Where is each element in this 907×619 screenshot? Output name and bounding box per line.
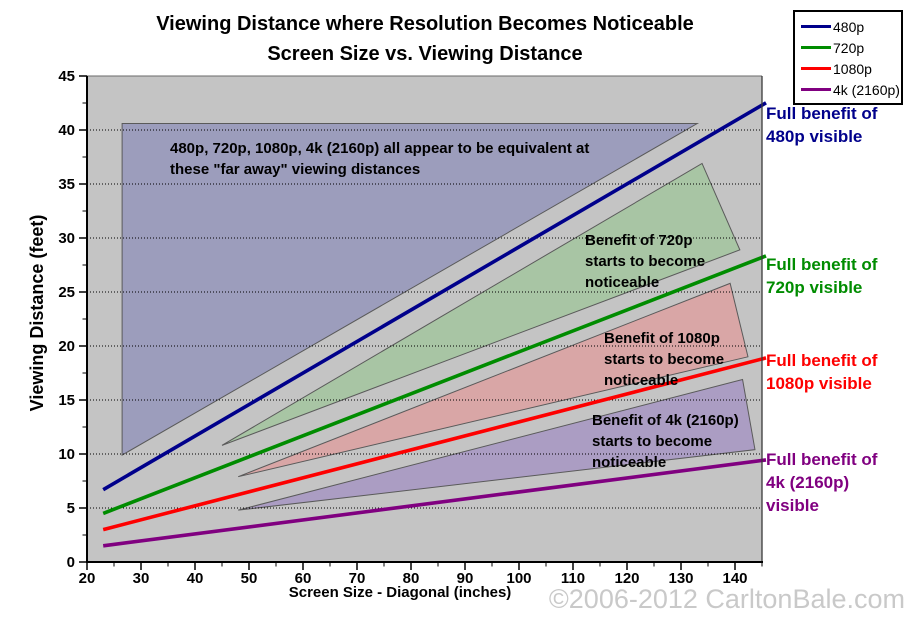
x-tick-label: 30 xyxy=(133,570,150,587)
benefit-4k-region xyxy=(238,378,756,511)
side-label-line: Full benefit of xyxy=(766,450,878,469)
legend-item-480p: 480p xyxy=(801,16,901,37)
y-tick-label: 40 xyxy=(58,122,75,139)
annotation-benefit-720p: Benefit of 720p starts to become noticea… xyxy=(585,230,755,293)
side-label-line: visible xyxy=(766,496,819,515)
legend-item-720p: 720p xyxy=(801,37,901,58)
series-line-480p xyxy=(102,101,767,492)
y-tick-label: 20 xyxy=(58,338,75,355)
side-label-line: 480p visible xyxy=(766,127,863,146)
annotation-line: Benefit of 4k (2160p) xyxy=(592,412,739,429)
y-tick-label: 5 xyxy=(67,500,75,517)
x-tick-label: 40 xyxy=(187,570,204,587)
x-axis-title: Screen Size - Diagonal (inches) xyxy=(288,584,512,601)
annotation-line: Benefit of 720p xyxy=(585,232,693,249)
x-tick-label: 90 xyxy=(457,570,474,587)
y-tick-label: 35 xyxy=(58,176,75,193)
series-line-1080p xyxy=(102,356,767,532)
legend-line-swatch xyxy=(801,25,831,28)
legend-line-swatch xyxy=(801,88,831,91)
annotation-line: Benefit of 1080p xyxy=(604,330,720,347)
x-tick-label: 130 xyxy=(668,570,693,587)
side-label-full-480p: Full benefit of 480p visible xyxy=(766,102,906,148)
side-label-full-4k: Full benefit of 4k (2160p) visible xyxy=(766,448,906,517)
annotation-line: starts to become xyxy=(592,433,713,450)
x-tick-label: 60 xyxy=(295,570,312,587)
y-tick-label: 25 xyxy=(58,284,75,301)
x-tick-label: 120 xyxy=(614,570,639,587)
x-tick-label: 20 xyxy=(79,570,96,587)
legend-label: 480p xyxy=(833,18,865,35)
y-tick-label: 30 xyxy=(58,230,75,247)
side-label-line: 720p visible xyxy=(766,278,863,297)
watermark: ©2006-2012 CarltonBale.com xyxy=(548,584,905,614)
annotation-benefit-1080p: Benefit of 1080p starts to become notice… xyxy=(604,328,774,391)
side-label-full-1080p: Full benefit of 1080p visible xyxy=(766,349,906,395)
side-label-line: 4k (2160p) xyxy=(766,473,850,492)
legend-label: 1080p xyxy=(833,60,872,77)
side-label-full-720p: Full benefit of 720p visible xyxy=(766,253,906,299)
chart-title-line-1: Viewing Distance where Resolution Become… xyxy=(156,13,694,35)
annotation-line: noticeable xyxy=(604,372,679,389)
x-tick-label: 80 xyxy=(403,570,420,587)
x-tick-label: 50 xyxy=(241,570,258,587)
benefit-1080p-region xyxy=(238,282,749,478)
annotation-line: noticeable xyxy=(592,454,667,471)
legend-line-swatch xyxy=(801,46,831,49)
annotation-line: starts to become xyxy=(604,351,725,368)
y-tick-label: 10 xyxy=(58,446,75,463)
series-line-4k-2160p- xyxy=(102,458,767,548)
legend: 480p 720p 1080p 4k (2160p) xyxy=(793,10,903,105)
y-tick-label: 0 xyxy=(67,554,75,571)
x-tick-label: 70 xyxy=(349,570,366,587)
side-label-line: Full benefit of xyxy=(766,255,878,274)
annotation-equivalent: 480p, 720p, 1080p, 4k (2160p) all appear… xyxy=(170,138,620,180)
equivalent-region xyxy=(121,123,700,456)
legend-line-swatch xyxy=(801,67,831,70)
side-label-line: Full benefit of xyxy=(766,351,878,370)
side-label-line: 1080p visible xyxy=(766,374,872,393)
annotation-line: these "far away" viewing distances xyxy=(170,161,421,178)
annotation-line: noticeable xyxy=(585,274,660,291)
x-tick-label: 140 xyxy=(722,570,747,587)
annotation-benefit-4k: Benefit of 4k (2160p) starts to become n… xyxy=(592,410,772,473)
y-tick-label: 15 xyxy=(58,392,75,409)
legend-label: 720p xyxy=(833,39,865,56)
side-label-line: Full benefit of xyxy=(766,104,878,123)
legend-label: 4k (2160p) xyxy=(833,81,900,98)
x-tick-label: 100 xyxy=(506,570,531,587)
benefit-720p-region xyxy=(221,162,741,446)
annotation-line: 480p, 720p, 1080p, 4k (2160p) all appear… xyxy=(170,140,590,157)
series-line-720p xyxy=(102,254,767,516)
annotation-line: starts to become xyxy=(585,253,706,270)
y-tick-label: 45 xyxy=(58,68,75,85)
legend-item-4k-2160p-: 4k (2160p) xyxy=(801,79,901,100)
y-axis-title: Viewing Distance (feet) xyxy=(27,214,47,412)
x-tick-label: 110 xyxy=(561,570,585,587)
legend-item-1080p: 1080p xyxy=(801,58,901,79)
chart-title-line-2: Screen Size vs. Viewing Distance xyxy=(267,43,583,65)
